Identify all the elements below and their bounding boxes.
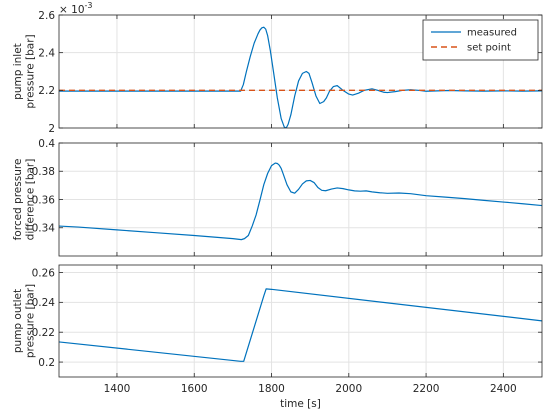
x-tick-label: 1800 [258,383,285,395]
y-axis-label: forced pressuredifference [bar] [12,159,37,241]
data-series-line [59,288,542,362]
x-axis-label: time [s] [280,398,321,410]
legend: measured set point [422,19,539,61]
y-axis-label-line: difference [bar] [25,159,37,241]
x-tick-label: 2200 [413,383,440,395]
y-axis-label-line: pump outlet [12,289,24,353]
y-tick-label: 2 [48,123,55,135]
legend-box [422,19,539,61]
x-tick-label: 2400 [490,383,517,395]
plot-area [59,265,542,377]
panel-3: 0.2 0.22 0.24 0.26 1400 1600 1800 2000 2200 2400 t… [12,264,543,410]
y-tick-label: 0.36 [32,194,56,206]
y-exponent-power: -3 [85,1,93,10]
y-tick-label: 0.2 [38,357,55,369]
x-tick-label: 1400 [104,383,131,395]
x-tick-label: 2000 [335,383,362,395]
axes-box [58,14,543,129]
y-tick-label: 0.4 [38,138,55,150]
y-tick-label: 2.4 [38,47,55,59]
legend-label-set-point: set point [467,43,511,54]
y-tick-label: 0.26 [32,267,56,279]
data-series-line [59,162,542,241]
y-tick-label: 2.2 [38,85,55,97]
y-tick-label: 0.24 [32,297,56,309]
axes-box [58,264,543,378]
y-tick-label: 0.22 [32,327,55,339]
y-axis-label-line: pump inlet [12,43,24,100]
x-tick-label: 1600 [181,383,208,395]
y-axis-label: pump inletpressure [bar] [12,34,37,108]
y-exponent-label: × 10-3 [59,1,92,16]
y-exponent-base: × 10 [59,4,85,16]
y-tick-label: 2.6 [38,10,55,22]
y-axis-label-line: pressure [bar] [25,284,37,358]
y-axis-label-line: pressure [bar] [25,34,37,108]
y-tick-label: 0.34 [32,223,56,235]
y-axis-label-line: forced pressure [12,159,24,241]
y-axis-label: pump outletpressure [bar] [12,284,37,358]
y-tick-label: 0.38 [32,166,55,178]
legend-label-measured: measured [467,28,517,39]
